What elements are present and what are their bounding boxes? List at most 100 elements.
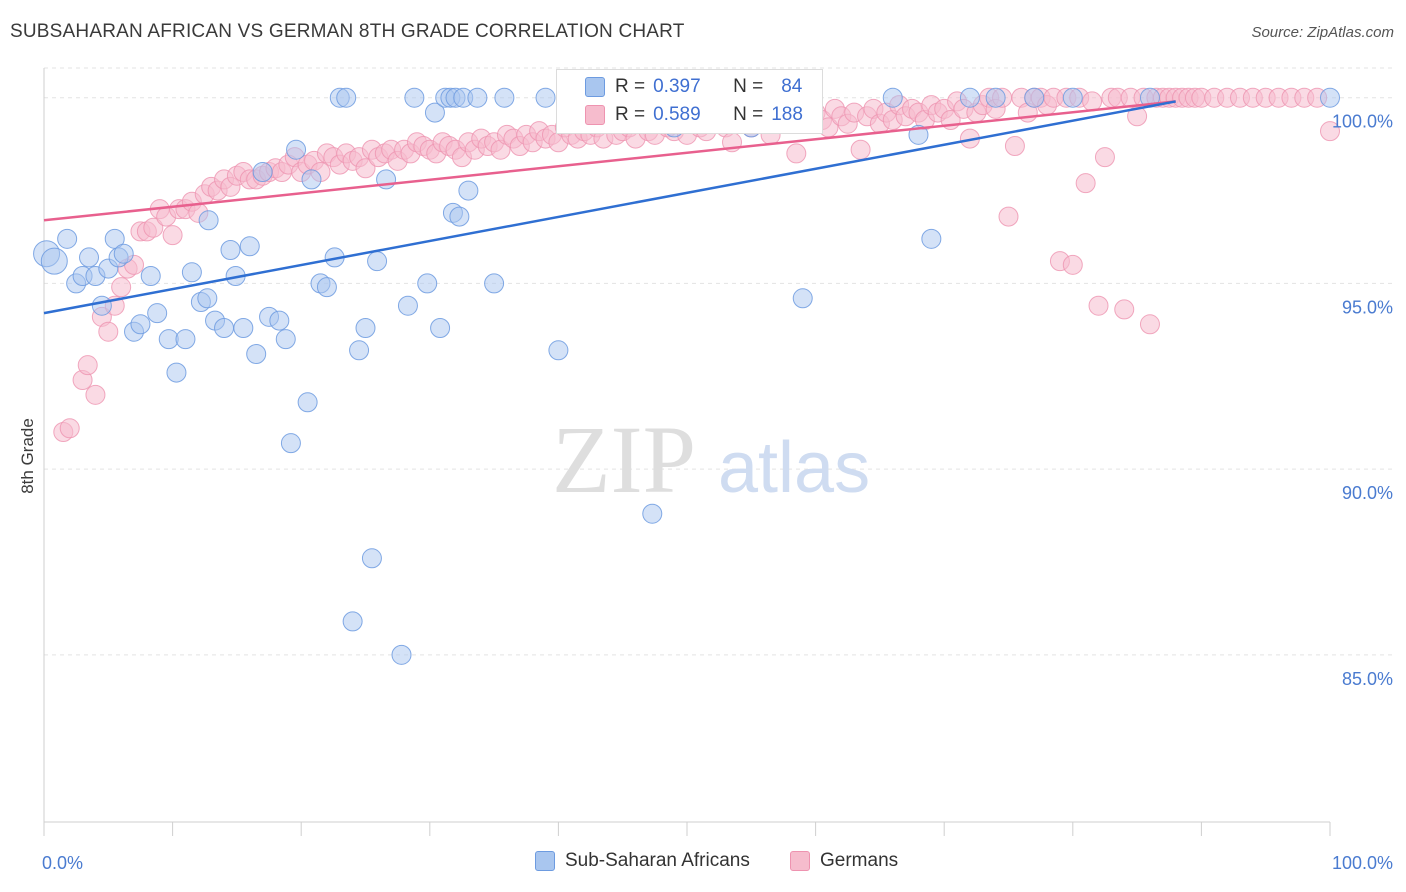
point-subsaharan: [458, 180, 479, 201]
point-subsaharan: [301, 169, 322, 190]
point-germans: [98, 321, 119, 342]
point-subsaharan: [198, 210, 219, 231]
point-subsaharan: [959, 87, 980, 108]
point-subsaharan: [404, 87, 425, 108]
stats-legend-box: R = 0.397 N = 84 R = 0.589 N = 188: [556, 69, 823, 134]
x-tick-label: 0.0%: [42, 853, 83, 873]
y-tick-labels: 85.0% 90.0% 95.0% 100.0%: [1332, 112, 1393, 689]
stats-row-germans: R = 0.589 N = 188: [557, 101, 803, 129]
point-germans: [162, 225, 183, 246]
point-subsaharan: [391, 644, 412, 665]
legend-swatch-pink: [790, 851, 810, 871]
point-subsaharan: [275, 329, 296, 350]
point-germans: [850, 139, 871, 160]
point-subsaharan: [233, 318, 254, 338]
y-tick-label: 85.0%: [1342, 669, 1393, 689]
point-germans: [1088, 295, 1109, 316]
watermark-zip: ZIP: [552, 406, 696, 513]
y-tick-label: 100.0%: [1332, 112, 1393, 132]
legend-label: Germans: [820, 850, 899, 871]
point-subsaharan: [57, 228, 78, 249]
watermark-atlas: atlas: [718, 428, 870, 508]
point-germans: [786, 143, 807, 164]
point-subsaharan: [424, 102, 445, 123]
point-subsaharan: [252, 162, 273, 182]
point-subsaharan: [535, 87, 556, 108]
point-subsaharan: [985, 87, 1006, 108]
stats-r-value: 0.397: [653, 76, 701, 97]
point-subsaharan: [316, 277, 337, 298]
point-germans: [1004, 136, 1025, 156]
point-subsaharan: [286, 139, 307, 160]
point-subsaharan: [349, 340, 370, 361]
stats-r-value: 0.589: [653, 104, 701, 125]
point-subsaharan: [246, 344, 267, 364]
point-germans: [1082, 91, 1103, 112]
point-subsaharan: [239, 236, 260, 257]
legend-label: Sub-Saharan Africans: [565, 850, 750, 871]
source-label: Source: ZipAtlas.com: [1251, 24, 1394, 41]
point-germans: [1075, 173, 1096, 194]
stats-n-value: 84: [781, 76, 803, 97]
point-subsaharan: [181, 262, 202, 283]
point-germans: [355, 158, 376, 179]
y-tick-label: 95.0%: [1342, 297, 1393, 317]
point-subsaharan: [113, 243, 134, 264]
point-germans: [1094, 147, 1115, 168]
point-germans: [111, 277, 132, 298]
series-germans-points: [53, 87, 1340, 442]
point-subsaharan: [40, 247, 68, 275]
stats-r-label: R =: [615, 76, 646, 97]
point-subsaharan: [361, 548, 382, 569]
axes: [43, 68, 1331, 836]
point-subsaharan: [197, 288, 218, 309]
trend-line-germans: [43, 100, 1176, 222]
point-subsaharan: [642, 503, 663, 524]
point-subsaharan: [158, 329, 179, 350]
trend-line-subsaharan: [43, 100, 1176, 315]
point-subsaharan: [336, 87, 357, 108]
point-subsaharan: [342, 611, 363, 632]
point-germans: [1114, 299, 1135, 320]
point-subsaharan: [430, 318, 451, 338]
point-subsaharan: [367, 251, 388, 272]
stats-swatch-blue: [585, 77, 605, 97]
point-subsaharan: [220, 240, 241, 260]
point-germans: [59, 418, 80, 439]
chart-title: SUBSAHARAN AFRICAN VS GERMAN 8TH GRADE C…: [10, 21, 685, 42]
legend-item-subsaharan[interactable]: Sub-Saharan Africans: [535, 850, 750, 872]
x-tick-labels: 0.0% 100.0%: [42, 853, 1393, 873]
point-subsaharan: [280, 433, 301, 454]
point-subsaharan: [417, 273, 438, 294]
grid-lines: [44, 67, 1392, 656]
point-subsaharan: [147, 303, 168, 324]
point-subsaharan: [882, 87, 903, 108]
point-subsaharan: [130, 314, 151, 335]
stats-r-label: R =: [615, 104, 646, 125]
stats-n-value: 188: [771, 104, 803, 125]
stats-row-subsaharan: R = 0.397 N = 84: [557, 73, 802, 101]
y-axis-label: 8th Grade: [18, 418, 37, 494]
y-tick-label: 90.0%: [1342, 483, 1393, 503]
point-subsaharan: [166, 362, 187, 383]
point-subsaharan: [355, 318, 376, 338]
bottom-legend: Sub-Saharan Africans Germans: [0, 850, 1406, 880]
point-subsaharan: [91, 295, 112, 316]
point-germans: [85, 384, 106, 405]
point-germans: [143, 217, 164, 238]
point-germans: [1320, 121, 1340, 142]
point-subsaharan: [175, 329, 196, 350]
point-germans: [77, 355, 98, 376]
point-subsaharan: [1062, 87, 1083, 108]
point-subsaharan: [1320, 87, 1340, 108]
legend-item-germans[interactable]: Germans: [790, 850, 898, 872]
point-subsaharan: [140, 266, 161, 286]
point-subsaharan: [494, 87, 515, 108]
trend-lines: [43, 100, 1176, 315]
legend-swatch-blue: [535, 851, 555, 871]
stats-swatch-pink: [585, 105, 605, 125]
point-subsaharan: [921, 228, 942, 249]
point-subsaharan: [548, 340, 569, 361]
point-subsaharan: [397, 295, 418, 316]
stats-n-label: N =: [733, 104, 764, 125]
